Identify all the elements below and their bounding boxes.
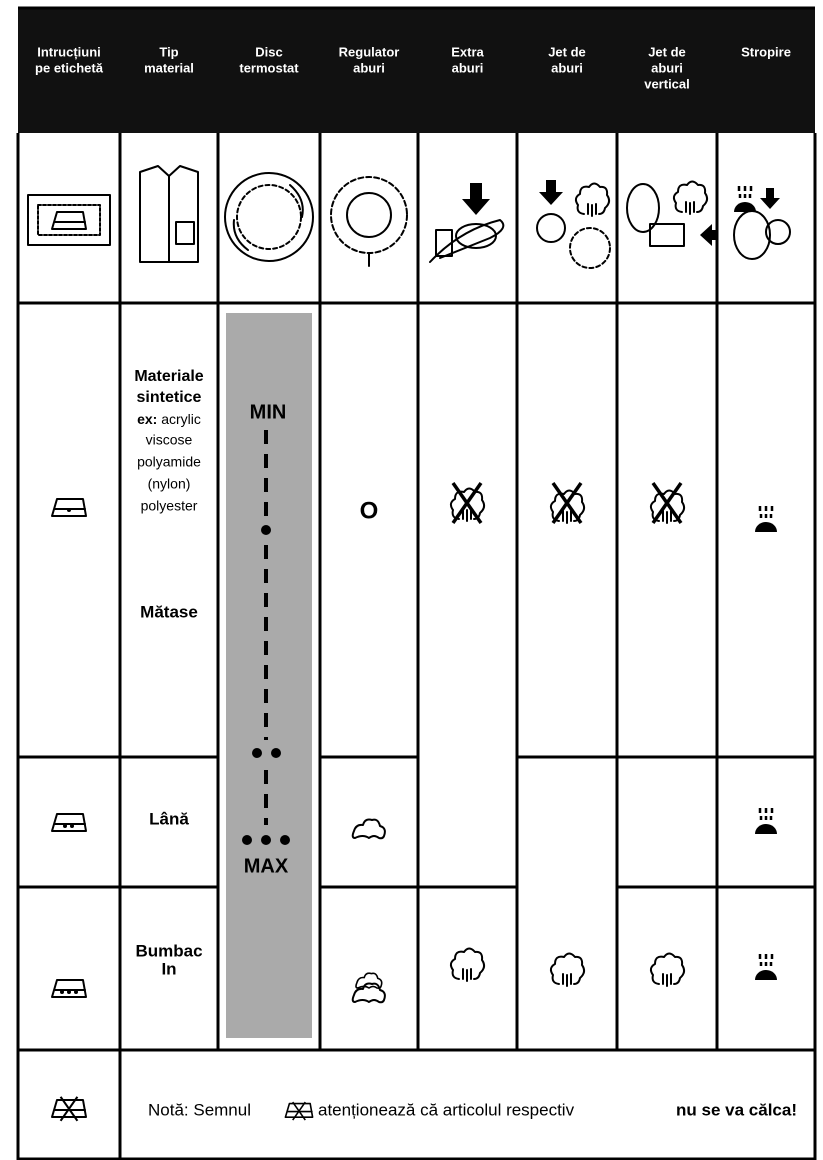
column-header: Jet de xyxy=(548,44,586,59)
steam-icon xyxy=(449,947,486,982)
scale-dot xyxy=(261,525,271,535)
material-title: In xyxy=(161,959,176,978)
icon-label xyxy=(27,194,111,246)
grid xyxy=(16,6,817,1160)
scale-dot xyxy=(242,835,252,845)
icon-shirt xyxy=(139,165,199,263)
material-title: sintetice xyxy=(137,389,202,406)
example: acrylic xyxy=(161,411,201,427)
icon-jet-vertical xyxy=(626,180,718,247)
iron-one-dot xyxy=(51,498,87,517)
spray-icon xyxy=(753,504,779,534)
scale-dot xyxy=(252,748,262,758)
scale-dot xyxy=(261,835,271,845)
thermostat-max: MAX xyxy=(244,855,289,877)
spray-icon xyxy=(753,806,779,836)
example: polyester xyxy=(141,498,198,514)
icon-jet xyxy=(536,180,611,269)
material-example: ex: acrylic xyxy=(137,411,201,427)
note-icon xyxy=(284,1101,314,1121)
example: polyamide xyxy=(137,454,201,470)
example-label: ex: xyxy=(137,411,157,427)
note-emphasis: nu se va călca! xyxy=(676,1100,797,1119)
header-bar xyxy=(18,8,815,133)
example: (nylon) xyxy=(148,476,191,492)
material-title: Materiale xyxy=(134,368,203,385)
scale-dot xyxy=(280,835,290,845)
column-header: aburi xyxy=(452,60,484,75)
scale-dot xyxy=(271,748,281,758)
thermostat-min: MIN xyxy=(250,401,287,423)
column-header: aburi xyxy=(353,60,385,75)
steam-off: O xyxy=(360,497,379,524)
icon-steam-dial xyxy=(330,176,408,267)
column-header: pe etichetă xyxy=(35,60,104,75)
column-header: Intrucțiuni xyxy=(37,44,101,59)
column-header: Stropire xyxy=(741,44,791,59)
material-title: Mătase xyxy=(140,602,198,621)
note-prefix: Notă: Semnul xyxy=(148,1100,251,1119)
column-header: Jet de xyxy=(648,44,686,59)
iron-two-dots xyxy=(51,813,87,832)
steam-high xyxy=(351,972,386,1004)
steam-low xyxy=(351,818,386,840)
steam-icon xyxy=(649,952,686,987)
column-header: aburi xyxy=(651,60,683,75)
icon-spray xyxy=(732,184,791,260)
column-header: Tip xyxy=(159,44,178,59)
column-header: Extra xyxy=(451,44,484,59)
column-header: Regulator xyxy=(339,44,400,59)
material-title: Lână xyxy=(149,809,189,828)
material-title: Bumbac xyxy=(135,941,202,960)
thermostat-bar xyxy=(226,313,312,1038)
column-header: aburi xyxy=(551,60,583,75)
steam-icon xyxy=(549,952,586,987)
example: viscose xyxy=(146,432,193,448)
iron-three-dots xyxy=(51,979,87,998)
icon-dial xyxy=(224,172,314,262)
no-iron xyxy=(51,1095,87,1122)
icon-extra xyxy=(429,183,505,263)
note-text: atenționează că articolul respectiv xyxy=(318,1100,575,1119)
spray-icon xyxy=(753,952,779,982)
column-header: vertical xyxy=(644,76,690,91)
column-header: termostat xyxy=(239,60,299,75)
column-header: material xyxy=(144,60,194,75)
column-header: Disc xyxy=(255,44,282,59)
